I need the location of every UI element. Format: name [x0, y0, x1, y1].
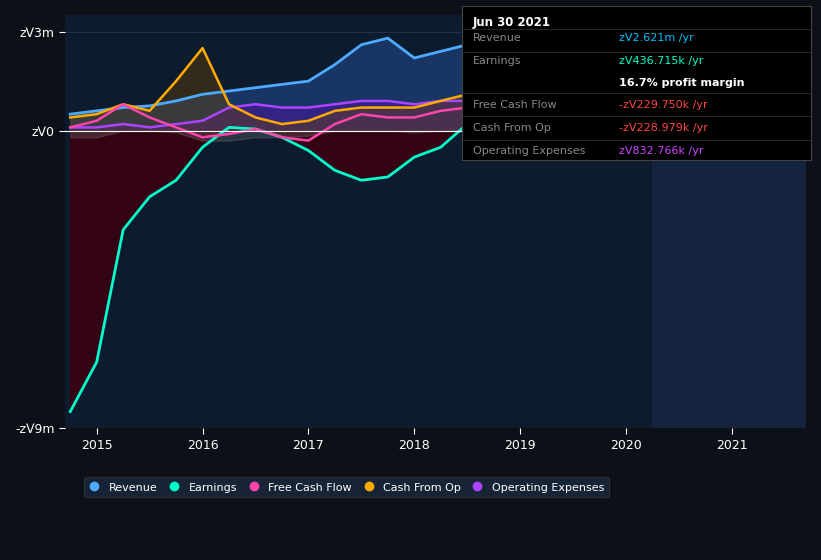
Text: Operating Expenses: Operating Expenses	[473, 146, 585, 156]
Text: zᐯ436.715k /yr: zᐯ436.715k /yr	[619, 57, 704, 67]
Text: zᐯ2.621m /yr: zᐯ2.621m /yr	[619, 34, 694, 43]
Text: zᐯ832.766k /yr: zᐯ832.766k /yr	[619, 146, 704, 156]
Text: 16.7% profit margin: 16.7% profit margin	[619, 78, 745, 88]
Text: Cash From Op: Cash From Op	[473, 123, 551, 133]
Text: Free Cash Flow: Free Cash Flow	[473, 100, 557, 110]
Text: -zᐯ228.979k /yr: -zᐯ228.979k /yr	[619, 123, 709, 133]
Text: -zᐯ229.750k /yr: -zᐯ229.750k /yr	[619, 100, 708, 110]
Text: Earnings: Earnings	[473, 57, 521, 67]
Text: Jun 30 2021: Jun 30 2021	[473, 16, 551, 29]
Bar	[653, 15, 811, 428]
Text: Revenue: Revenue	[473, 34, 521, 43]
Legend: Revenue, Earnings, Free Cash Flow, Cash From Op, Operating Expenses: Revenue, Earnings, Free Cash Flow, Cash …	[85, 477, 608, 497]
